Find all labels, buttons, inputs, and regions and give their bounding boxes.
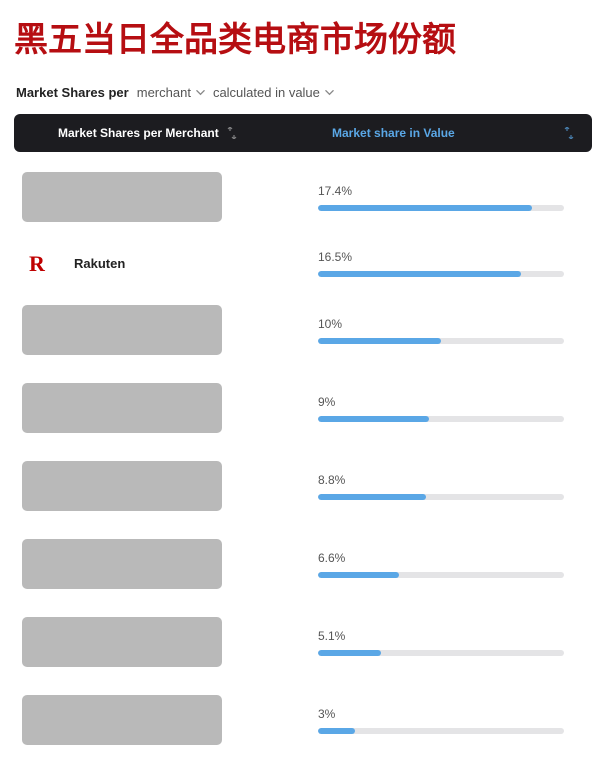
table-row: 9%: [14, 369, 592, 447]
merchant-placeholder: [22, 617, 222, 667]
page-title: 黑五当日全品类电商市场份额: [14, 12, 592, 61]
table-row: 10%: [14, 291, 592, 369]
bar-track: [318, 572, 564, 578]
bar-track: [318, 494, 564, 500]
column-header-merchant[interactable]: Market Shares per Merchant: [32, 126, 302, 140]
merchant-cell: [18, 305, 288, 355]
value-cell: 8.8%: [288, 473, 588, 500]
column-header-value-label: Market share in Value: [332, 126, 455, 140]
merchant-dropdown-label: merchant: [137, 85, 191, 100]
sort-icon: [227, 127, 237, 139]
merchant-placeholder: [22, 461, 222, 511]
merchant-cell: [18, 383, 288, 433]
value-cell: 6.6%: [288, 551, 588, 578]
value-cell: 17.4%: [288, 184, 588, 211]
table-row: 17.4%: [14, 158, 592, 236]
merchant-cell: R Rakuten: [18, 251, 288, 277]
bar-fill: [318, 338, 441, 344]
merchant-cell: [18, 695, 288, 745]
value-label: 5.1%: [318, 629, 564, 643]
bar-track: [318, 728, 564, 734]
bar-fill: [318, 572, 399, 578]
table-row: 8.8%: [14, 447, 592, 525]
sort-icon: [564, 127, 574, 139]
bar-fill: [318, 494, 426, 500]
merchant-dropdown[interactable]: merchant: [137, 85, 205, 100]
column-header-merchant-label: Market Shares per Merchant: [58, 126, 219, 140]
value-label: 8.8%: [318, 473, 564, 487]
bar-track: [318, 650, 564, 656]
merchant-real: R Rakuten: [18, 251, 125, 277]
value-cell: 10%: [288, 317, 588, 344]
bar-track: [318, 271, 564, 277]
bar-track: [318, 338, 564, 344]
rows-container: 17.4% R Rakuten 16.5% 10% 9% 8.8% 6.6% 5.1% 3%: [14, 158, 592, 759]
bar-track: [318, 205, 564, 211]
table-header: Market Shares per Merchant Market share …: [14, 114, 592, 152]
table-row: R Rakuten 16.5%: [14, 236, 592, 291]
merchant-placeholder: [22, 305, 222, 355]
merchant-placeholder: [22, 539, 222, 589]
value-cell: 16.5%: [288, 250, 588, 277]
value-label: 9%: [318, 395, 564, 409]
chevron-down-icon: [325, 88, 334, 97]
value-cell: 9%: [288, 395, 588, 422]
table-row: 5.1%: [14, 603, 592, 681]
bar-fill: [318, 416, 429, 422]
calc-dropdown[interactable]: calculated in value: [213, 85, 334, 100]
bar-fill: [318, 728, 355, 734]
value-label: 16.5%: [318, 250, 564, 264]
bar-fill: [318, 205, 532, 211]
merchant-name: Rakuten: [74, 256, 125, 271]
bar-fill: [318, 650, 381, 656]
merchant-placeholder: [22, 172, 222, 222]
rakuten-logo-icon: R: [24, 251, 50, 277]
merchant-placeholder: [22, 695, 222, 745]
value-label: 3%: [318, 707, 564, 721]
merchant-cell: [18, 539, 288, 589]
calc-dropdown-label: calculated in value: [213, 85, 320, 100]
merchant-cell: [18, 172, 288, 222]
filter-prefix: Market Shares per: [16, 85, 129, 100]
table-row: 3%: [14, 681, 592, 759]
value-cell: 5.1%: [288, 629, 588, 656]
bar-fill: [318, 271, 521, 277]
value-label: 6.6%: [318, 551, 564, 565]
merchant-cell: [18, 461, 288, 511]
merchant-placeholder: [22, 383, 222, 433]
column-header-value[interactable]: Market share in Value: [302, 126, 574, 140]
value-cell: 3%: [288, 707, 588, 734]
value-label: 10%: [318, 317, 564, 331]
bar-track: [318, 416, 564, 422]
filter-bar: Market Shares per merchant calculated in…: [14, 85, 592, 100]
value-label: 17.4%: [318, 184, 564, 198]
table-row: 6.6%: [14, 525, 592, 603]
chevron-down-icon: [196, 88, 205, 97]
merchant-cell: [18, 617, 288, 667]
